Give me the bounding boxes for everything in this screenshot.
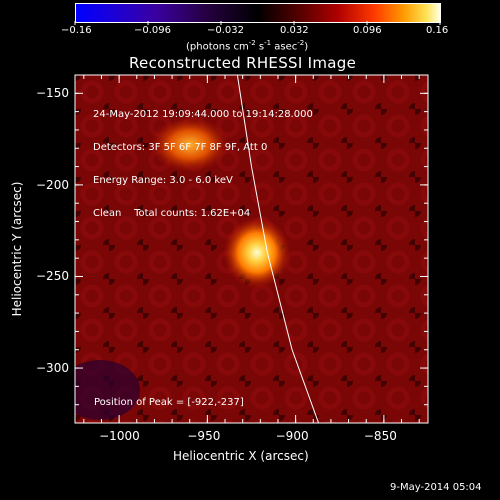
solar-limb-line <box>236 75 320 423</box>
colorbar-tick-label: −0.096 <box>134 25 172 36</box>
y-tick-label: −150 <box>36 86 69 101</box>
colorbar <box>75 3 441 23</box>
colorbar-tick-label: −0.16 <box>61 25 92 36</box>
info-total-counts: Clean Total counts: 1.62E+04 <box>93 208 251 219</box>
y-tick-label: −300 <box>36 361 69 376</box>
x-tick-label: −850 <box>363 429 397 443</box>
info-energy-range: Energy Range: 3.0 - 6.0 keV <box>93 175 233 186</box>
y-tick-label: −250 <box>36 269 69 284</box>
info-detectors: Detectors: 3F 5F 6F 7F 8F 9F, Att 0 <box>93 142 268 153</box>
x-tick-label: −1000 <box>99 429 140 443</box>
observation-info: 24-May-2012 19:09:44.000 to 19:14:28.000… <box>93 87 313 230</box>
x-tick-label: −900 <box>275 429 309 443</box>
peak-position-text: Position of Peak = [-922,-237] <box>94 397 244 408</box>
y-tick-label: −200 <box>36 177 69 192</box>
info-time-range: 24-May-2012 19:09:44.000 to 19:14:28.000 <box>93 109 313 120</box>
y-axis-label: Heliocentric Y (arcsec) <box>10 181 24 317</box>
colorbar-axis <box>74 21 441 25</box>
secondary-source <box>149 116 230 173</box>
heatmap-image <box>75 75 428 423</box>
x-tick-labels: −1000 −950 −900 −850 <box>0 430 500 444</box>
x-axis-label: Heliocentric X (arcsec) <box>173 449 309 463</box>
colorbar-tick-label: 0.16 <box>426 25 449 36</box>
colorbar-tick-labels: −0.16 −0.096 −0.032 0.032 0.096 0.16 <box>0 26 500 40</box>
colorbar-tick-label: 0.032 <box>280 25 309 36</box>
colorbar-unit-label: (photons cm-2 s-1 asec-2) <box>186 39 309 53</box>
y-tick-labels: −150 −200 −250 −300 <box>0 0 72 500</box>
chart-title: Reconstructed RHESSI Image <box>129 54 357 72</box>
colorbar-tick-label: 0.096 <box>353 25 382 36</box>
colorbar-tick-label: −0.032 <box>207 25 245 36</box>
footer-date: 9-May-2014 05:04 <box>390 482 482 493</box>
plot-frame <box>74 74 429 424</box>
x-tick-label: −950 <box>187 429 221 443</box>
peak-source <box>222 216 291 289</box>
